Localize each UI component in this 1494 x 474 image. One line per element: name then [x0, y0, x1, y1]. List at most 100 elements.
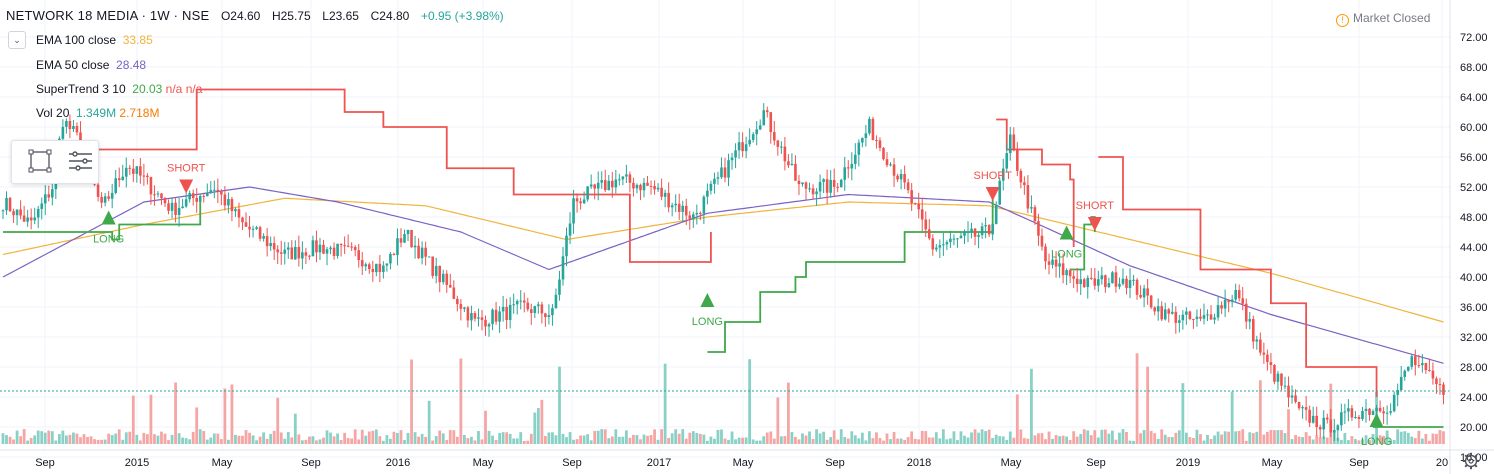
candle-body: [269, 243, 272, 247]
volume-bar: [135, 434, 139, 444]
candle-body: [843, 167, 847, 180]
candle-body: [892, 164, 896, 176]
volume-bar: [209, 437, 213, 444]
volume-bar: [885, 433, 889, 444]
volume-bar: [300, 440, 304, 444]
candle-body: [547, 315, 551, 318]
candle-body: [1026, 185, 1030, 209]
settings-list-icon[interactable]: [69, 151, 92, 171]
volume-bar: [730, 431, 734, 444]
volume-bar: [1354, 439, 1357, 444]
volume-bar: [582, 435, 586, 444]
drawing-toolbox[interactable]: [11, 140, 99, 184]
candle-body: [797, 180, 801, 185]
candle-body: [656, 187, 660, 190]
volume-bar: [1276, 430, 1280, 444]
volume-bar: [286, 432, 290, 444]
volume-bar: [1216, 431, 1220, 444]
x-tick-label: 2015: [125, 457, 149, 469]
volume-bar: [843, 437, 847, 444]
volume-bar: [459, 358, 463, 444]
candle-body: [329, 247, 332, 250]
candle-body: [237, 209, 241, 218]
candle-body: [706, 190, 709, 197]
y-tick-label: 56.00: [1460, 152, 1488, 164]
volume-bar: [984, 431, 988, 444]
y-tick-label: 72.00: [1460, 32, 1488, 44]
volume-bar: [1258, 380, 1262, 444]
long-arrow-icon: [1059, 225, 1074, 240]
volume-bar: [1234, 431, 1238, 444]
candle-body: [899, 174, 903, 180]
volume-bar: [455, 436, 459, 444]
volume-bar: [903, 440, 907, 444]
candle-body: [413, 245, 417, 248]
price-axis[interactable]: 72.00 68.00 64.00 60.00 56.00 52.00 48.00 44.00…: [1449, 0, 1494, 474]
collapse-legend-button[interactable]: ⌄: [8, 31, 26, 49]
volume-bar: [1040, 433, 1044, 444]
legend-supertrend[interactable]: SuperTrend 3 10 20.03 n/a n/a: [36, 82, 202, 96]
gear-icon[interactable]: [1462, 452, 1480, 470]
candle-body: [336, 243, 339, 256]
volume-bar: [8, 436, 12, 444]
volume-bar: [255, 440, 258, 444]
candle-body: [582, 199, 586, 204]
volume-bar: [230, 384, 234, 444]
time-axis[interactable]: Sep 2015 May Sep 2016 May Sep 2017 May Sep 2018 May…: [0, 449, 1494, 469]
candle-body: [142, 175, 146, 177]
candle-body: [1167, 309, 1171, 314]
legend-ema100[interactable]: EMA 100 close 33.85: [36, 33, 153, 47]
candle-body: [977, 235, 980, 237]
candle-body: [730, 157, 734, 161]
candle-body: [674, 203, 677, 206]
candle-body: [1079, 279, 1083, 285]
candle-body: [1195, 316, 1199, 320]
candle-body: [966, 231, 970, 233]
volume-bar: [1103, 429, 1107, 444]
volume-bar: [839, 429, 843, 444]
volume-bar: [1202, 440, 1206, 444]
candle-body: [1185, 311, 1188, 315]
volume-bar: [702, 434, 706, 444]
candle-body: [153, 194, 156, 196]
candle-body: [68, 120, 72, 130]
volume-bar: [346, 438, 350, 444]
candle-body: [924, 219, 928, 230]
volume-bar: [991, 438, 995, 444]
candle-body: [709, 183, 713, 191]
candle-body: [470, 313, 473, 321]
candle-body: [375, 263, 378, 273]
market-status[interactable]: ! Market Closed: [1336, 11, 1430, 27]
volume-bar: [1058, 436, 1061, 444]
candle-body: [787, 161, 790, 166]
y-tick-label: 20.00: [1460, 422, 1488, 434]
legend-ema50[interactable]: EMA 50 close 28.48: [36, 58, 146, 72]
candle-body: [885, 159, 889, 166]
volume-bar: [501, 432, 505, 444]
candle-body: [589, 184, 593, 187]
candle-body: [318, 244, 322, 253]
candle-body: [343, 245, 346, 247]
volume-bar: [251, 435, 255, 444]
candle-body: [1241, 298, 1245, 304]
volume-bar: [688, 432, 692, 444]
volume-bar: [371, 430, 375, 444]
candle-body: [1329, 419, 1333, 433]
volume-bar: [973, 429, 977, 444]
volume-bar: [853, 435, 857, 444]
candle-body: [139, 166, 142, 176]
volume-bar: [519, 432, 523, 444]
candle-body: [1068, 270, 1072, 277]
select-rect-icon[interactable]: [28, 149, 52, 173]
volume-bar: [272, 430, 276, 444]
volume-bar: [508, 433, 512, 444]
volume-bar: [1315, 435, 1319, 444]
legend-volume[interactable]: Vol 20 1.349M 2.718M: [36, 106, 159, 120]
symbol-title: NETWORK 18 MEDIA · 1W · NSE: [6, 8, 210, 23]
candle-body: [1132, 279, 1135, 281]
volume-bar: [114, 433, 118, 444]
volume-bar: [818, 433, 822, 444]
volume-bar: [138, 440, 142, 444]
volume-bar: [966, 437, 970, 444]
